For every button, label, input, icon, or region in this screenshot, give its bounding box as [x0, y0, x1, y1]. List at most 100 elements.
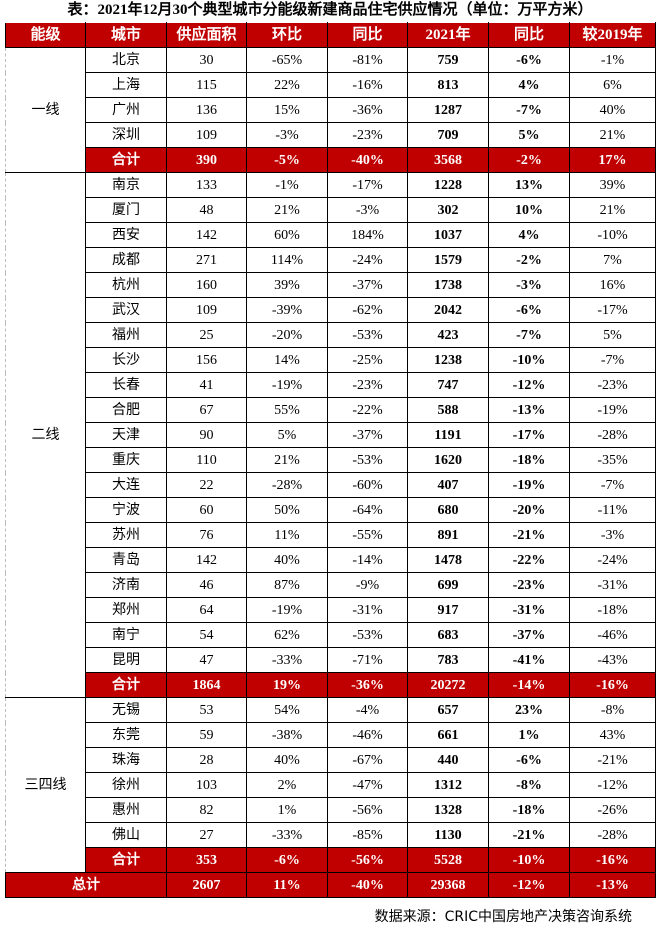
city-cell: 苏州: [85, 522, 167, 548]
city-cell: 杭州: [85, 272, 167, 298]
vs-2019-cell: 7%: [569, 247, 656, 273]
city-cell: 上海: [85, 72, 167, 98]
year-yoy-cell: 4%: [488, 222, 570, 248]
yoy-cell: 184%: [327, 222, 408, 248]
table-row: 长沙 156 14% -25% 1238 -10% -7%: [6, 347, 656, 373]
vs-2019-cell: -17%: [569, 297, 656, 323]
vs-2019-cell: -16%: [569, 847, 656, 873]
vs-2019-cell: -7%: [569, 347, 656, 373]
year-2021-cell: 661: [407, 722, 489, 748]
year-yoy-cell: -8%: [488, 772, 570, 798]
yoy-cell: -53%: [327, 447, 408, 473]
supply-area-cell: 133: [166, 172, 247, 198]
mom-cell: -19%: [246, 372, 328, 398]
mom-cell: -65%: [246, 47, 328, 73]
yoy-cell: -37%: [327, 272, 408, 298]
year-yoy-cell: -21%: [488, 822, 570, 848]
city-cell: 宁波: [85, 497, 167, 523]
year-yoy-cell: -3%: [488, 272, 570, 298]
column-header: 城市: [85, 22, 167, 48]
mom-cell: -19%: [246, 597, 328, 623]
mom-cell: -1%: [246, 172, 328, 198]
mom-cell: -39%: [246, 297, 328, 323]
table-row: 济南 46 87% -9% 699 -23% -31%: [6, 572, 656, 598]
table-row: 宁波 60 50% -64% 680 -20% -11%: [6, 497, 656, 523]
total-label: 总计: [5, 872, 167, 898]
mom-cell: 55%: [246, 397, 328, 423]
supply-table: 能级 城市 供应面积 环比 同比 2021年 同比 较2019年 一线 北京 30 -65% -81%…: [5, 22, 656, 898]
yoy-cell: -85%: [327, 822, 408, 848]
year-2021-cell: 680: [407, 497, 489, 523]
city-cell: 济南: [85, 572, 167, 598]
city-cell: 天津: [85, 422, 167, 448]
year-yoy-cell: -12%: [488, 872, 570, 898]
table-row: 佛山 27 -33% -85% 1130 -21% -28%: [6, 822, 656, 848]
mom-cell: -6%: [246, 847, 328, 873]
city-cell: 惠州: [85, 797, 167, 823]
year-yoy-cell: 5%: [488, 122, 570, 148]
year-2021-cell: 813: [407, 72, 489, 98]
vs-2019-cell: -23%: [569, 372, 656, 398]
vs-2019-cell: -35%: [569, 447, 656, 473]
city-cell: 南京: [85, 172, 167, 198]
vs-2019-cell: -1%: [569, 47, 656, 73]
supply-area-cell: 82: [166, 797, 247, 823]
yoy-cell: -4%: [327, 697, 408, 723]
city-cell: 佛山: [85, 822, 167, 848]
supply-area-cell: 28: [166, 747, 247, 773]
supply-area-cell: 59: [166, 722, 247, 748]
mom-cell: 40%: [246, 747, 328, 773]
vs-2019-cell: 43%: [569, 722, 656, 748]
column-header: 能级: [5, 22, 86, 48]
year-2021-cell: 3568: [407, 147, 489, 173]
city-cell: 深圳: [85, 122, 167, 148]
year-2021-cell: 1037: [407, 222, 489, 248]
table-row: 二线 南京 133 -1% -17% 1228 13% 39%: [5, 172, 656, 698]
yoy-cell: -24%: [327, 247, 408, 273]
mom-cell: 40%: [246, 547, 328, 573]
table-row: 昆明 47 -33% -71% 783 -41% -43%: [6, 647, 656, 673]
mom-cell: 50%: [246, 497, 328, 523]
mom-cell: 21%: [246, 197, 328, 223]
vs-2019-cell: -19%: [569, 397, 656, 423]
supply-area-cell: 54: [166, 622, 247, 648]
supply-area-cell: 109: [166, 122, 247, 148]
yoy-cell: -31%: [327, 597, 408, 623]
mom-cell: 11%: [246, 522, 328, 548]
mom-cell: 11%: [246, 872, 328, 898]
year-2021-cell: 5528: [407, 847, 489, 873]
yoy-cell: -46%: [327, 722, 408, 748]
table-row: 深圳 109 -3% -23% 709 5% 21%: [6, 122, 656, 148]
year-yoy-cell: -10%: [488, 347, 570, 373]
vs-2019-cell: 40%: [569, 97, 656, 123]
city-cell: 厦门: [85, 197, 167, 223]
mom-cell: 15%: [246, 97, 328, 123]
year-yoy-cell: -19%: [488, 472, 570, 498]
table-row: 天津 90 5% -37% 1191 -17% -28%: [6, 422, 656, 448]
yoy-cell: -47%: [327, 772, 408, 798]
vs-2019-cell: -43%: [569, 647, 656, 673]
table-title: 表：2021年12月30个典型城市分能级新建商品住宅供应情况（单位：万平方米）: [67, 2, 593, 18]
city-cell: 合计: [85, 147, 167, 173]
table-row: 福州 25 -20% -53% 423 -7% 5%: [6, 322, 656, 348]
vs-2019-cell: 6%: [569, 72, 656, 98]
data-source-note: 数据来源：CRIC中国房地产决策咨询系统: [374, 909, 632, 925]
supply-area-cell: 30: [166, 47, 247, 73]
table-row: 徐州 103 2% -47% 1312 -8% -12%: [6, 772, 656, 798]
year-yoy-cell: -2%: [488, 147, 570, 173]
mom-cell: 87%: [246, 572, 328, 598]
year-2021-cell: 1579: [407, 247, 489, 273]
column-header: 同比: [327, 22, 408, 48]
mom-cell: -5%: [246, 147, 328, 173]
city-cell: 广州: [85, 97, 167, 123]
year-yoy-cell: -18%: [488, 447, 570, 473]
mom-cell: 60%: [246, 222, 328, 248]
year-2021-cell: 1191: [407, 422, 489, 448]
mom-cell: -38%: [246, 722, 328, 748]
mom-cell: 62%: [246, 622, 328, 648]
year-2021-cell: 1130: [407, 822, 489, 848]
year-yoy-cell: 4%: [488, 72, 570, 98]
year-2021-cell: 440: [407, 747, 489, 773]
year-yoy-cell: -10%: [488, 847, 570, 873]
supply-area-cell: 142: [166, 222, 247, 248]
